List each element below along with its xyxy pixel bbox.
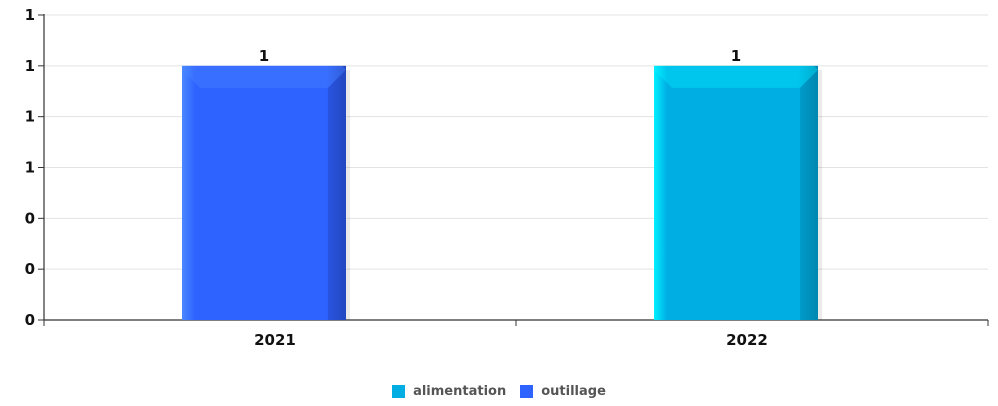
y-tick-label: 1: [25, 108, 35, 126]
legend-item-outillage[interactable]: outillage: [520, 384, 606, 399]
x-tick-label: 2021: [254, 331, 296, 349]
bar-alimentation: [654, 65, 818, 320]
data-label: 1: [259, 47, 269, 65]
y-tick-label: 0: [25, 209, 35, 227]
bar-shadow: [346, 69, 350, 320]
legend-swatch-alimentation: [392, 385, 406, 398]
legend: alimentation outillage: [0, 384, 998, 399]
bar-shade-alimentation: [800, 69, 818, 320]
bars: [182, 65, 822, 320]
y-tick-label: 1: [25, 6, 35, 24]
legend-label-alimentation: alimentation: [413, 384, 507, 399]
data-label: 1: [731, 47, 741, 65]
legend-label-outillage: outillage: [541, 384, 606, 399]
x-tick-label: 2022: [726, 331, 768, 349]
axes: [38, 14, 989, 326]
bar-bevel-alimentation: [654, 65, 818, 88]
y-tick-label: 1: [25, 57, 35, 75]
labels: 0 0 0 1 1 1 1 2021 1 2022 1: [25, 6, 768, 349]
y-tick-label: 0: [25, 260, 35, 278]
bar-chart: 0 0 0 1 1 1 1 2021 1 2022 1: [25, 6, 989, 349]
legend-swatch-outillage: [520, 385, 534, 398]
bar-outillage: [182, 65, 346, 320]
bar-shadow: [818, 69, 822, 320]
bar-bevel-outillage: [182, 65, 346, 88]
y-tick-label: 1: [25, 159, 35, 177]
bar-shade-outillage: [328, 69, 346, 320]
legend-item-alimentation[interactable]: alimentation: [392, 384, 506, 399]
y-tick-label: 0: [25, 311, 35, 329]
